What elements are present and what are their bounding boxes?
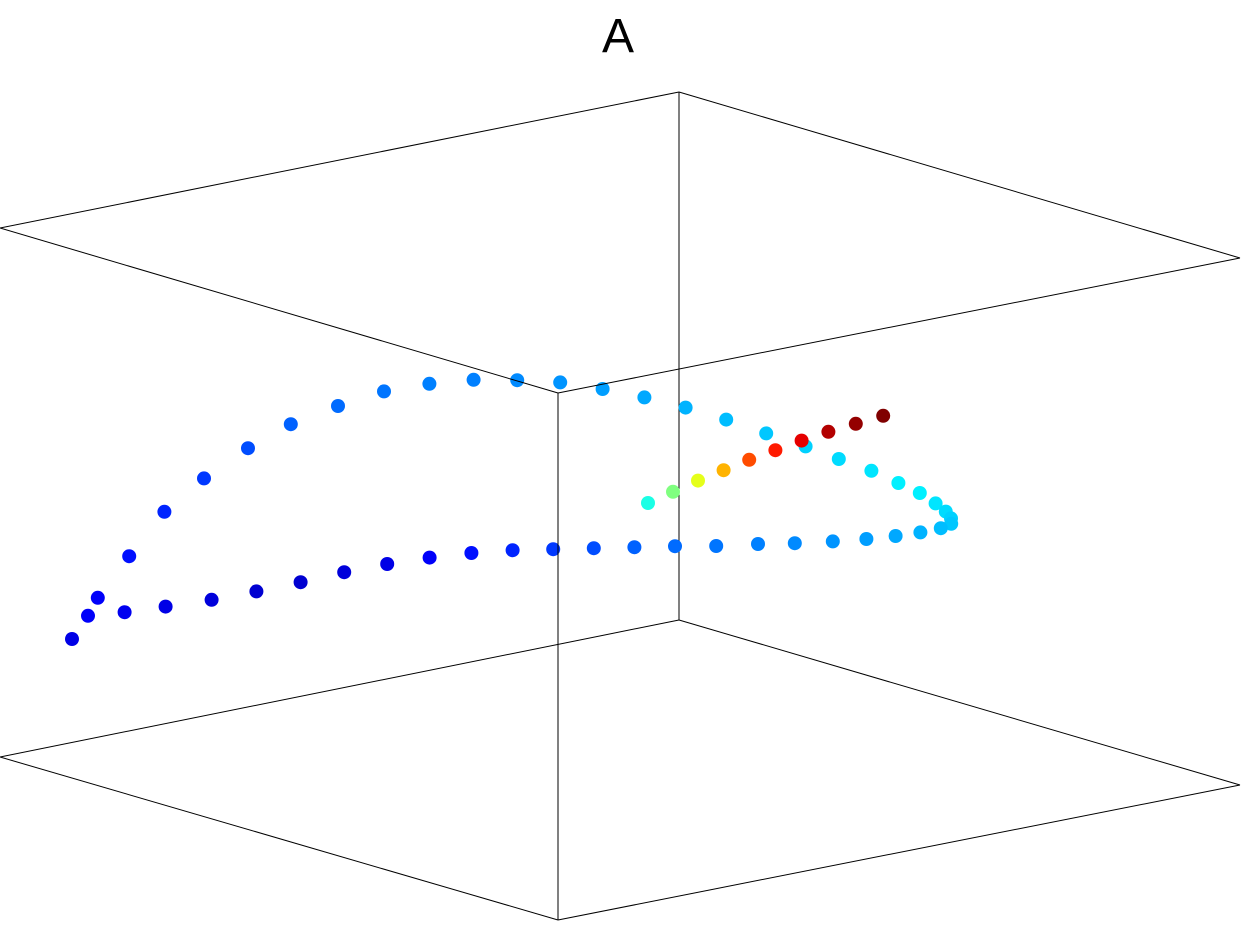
data-point: [742, 452, 757, 467]
box-edge-bottom-front: [557, 784, 1241, 921]
data-point: [466, 372, 481, 387]
data-point: [293, 575, 308, 590]
data-point: [283, 417, 298, 432]
box-edge-bottom-back-left: [0, 619, 680, 758]
data-point: [546, 542, 561, 557]
box-edge-bottom-back-right: [678, 619, 1241, 786]
data-point: [586, 541, 601, 556]
data-point: [831, 452, 846, 466]
data-point: [716, 463, 731, 478]
data-point: [709, 539, 724, 553]
data-point: [668, 539, 682, 554]
data-point: [90, 590, 105, 605]
box-edge-top-front: [557, 257, 1241, 394]
box-edge-top-right: [678, 91, 1241, 259]
data-point: [627, 540, 642, 555]
data-point: [595, 382, 610, 396]
data-point: [825, 534, 840, 549]
data-point: [464, 546, 479, 560]
data-point: [787, 536, 802, 551]
data-point: [821, 424, 836, 439]
data-point: [641, 496, 655, 510]
data-point: [637, 390, 652, 405]
data-point: [422, 550, 437, 565]
data-point: [158, 599, 173, 614]
data-point: [204, 592, 219, 607]
data-point: [510, 373, 525, 388]
data-point: [553, 375, 568, 390]
axes-box-back: [0, 91, 1241, 786]
chart-title: A: [602, 10, 634, 63]
data-point: [337, 565, 352, 580]
data-point: [122, 549, 137, 564]
data-point: [241, 441, 255, 456]
data-point: [876, 408, 891, 423]
data-point: [933, 521, 948, 536]
data-point: [65, 632, 79, 646]
data-point: [331, 399, 345, 413]
data-point: [794, 433, 809, 448]
data-point: [249, 584, 264, 599]
data-point: [157, 504, 172, 519]
box-edge-top-back: [0, 91, 680, 229]
data-point: [859, 532, 874, 546]
data-point: [505, 543, 520, 558]
data-point: [888, 529, 903, 543]
data-point: [81, 608, 95, 623]
data-point: [666, 484, 680, 499]
data-point: [380, 557, 395, 571]
box-edge-bottom-left: [0, 756, 559, 921]
data-point: [768, 443, 783, 458]
box-edge-top-left: [0, 227, 559, 394]
data-point: [864, 463, 879, 478]
data-point: [719, 412, 734, 427]
data-point: [197, 471, 211, 486]
data-point: [759, 426, 774, 441]
data-point: [848, 416, 863, 431]
data-point: [691, 473, 705, 488]
data-point: [117, 605, 132, 620]
scatter-points: [65, 372, 959, 646]
data-point: [912, 486, 927, 500]
data-point: [928, 496, 943, 511]
data-point: [913, 525, 928, 540]
data-point: [678, 400, 693, 415]
data-point: [751, 537, 765, 551]
axes-box-front: [0, 227, 1241, 921]
data-point: [377, 384, 391, 399]
data-point: [891, 476, 906, 490]
data-point: [422, 376, 437, 391]
